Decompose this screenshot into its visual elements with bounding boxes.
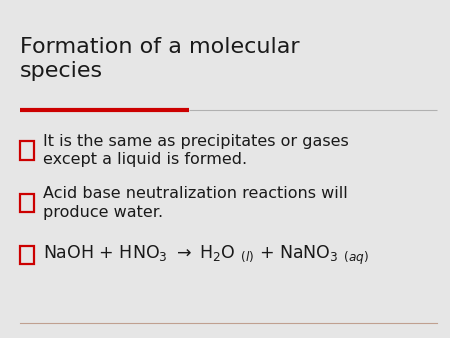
- Bar: [20, 246, 34, 264]
- Bar: [20, 141, 34, 160]
- Text: Formation of a molecular
species: Formation of a molecular species: [20, 37, 300, 81]
- Text: Acid base neutralization reactions will
produce water.: Acid base neutralization reactions will …: [43, 186, 347, 220]
- Text: It is the same as precipitates or gases
except a liquid is formed.: It is the same as precipitates or gases …: [43, 134, 348, 167]
- Text: NaOH + HNO$_3$ $\rightarrow$ H$_2$O $_{(l)}$ + NaNO$_3$ $_{(aq)}$: NaOH + HNO$_3$ $\rightarrow$ H$_2$O $_{(…: [43, 244, 369, 267]
- Bar: [20, 193, 34, 212]
